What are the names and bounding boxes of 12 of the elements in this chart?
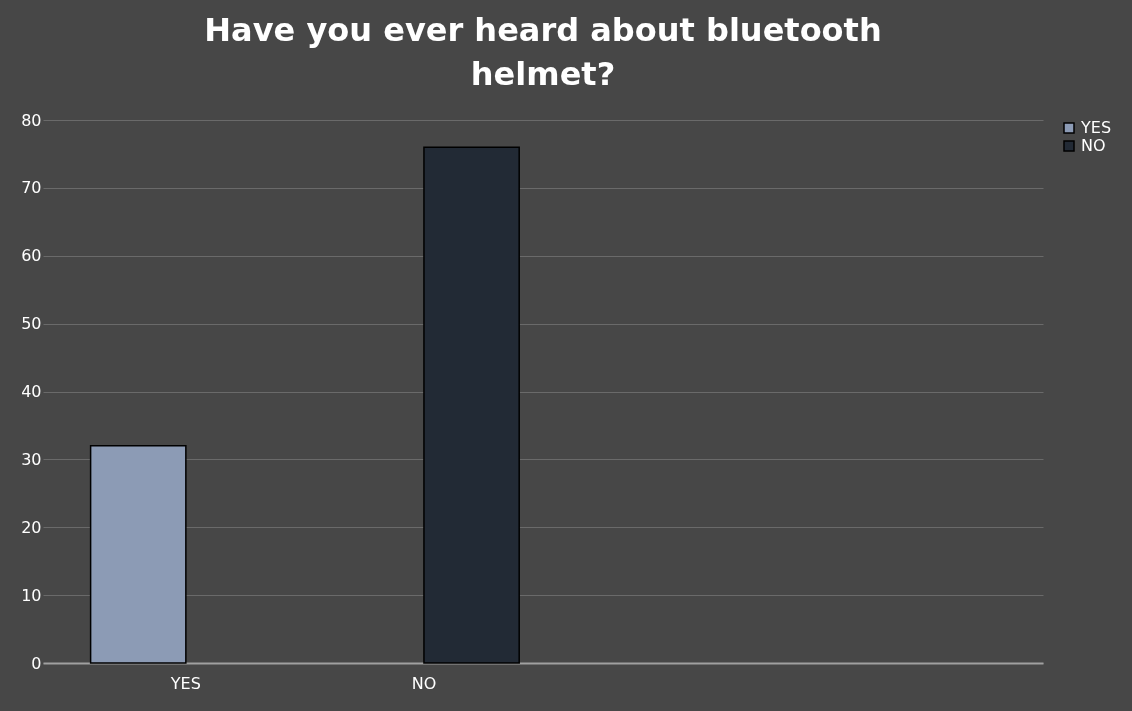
y-tick-label: 10 [21,585,42,605]
y-tick-label: 80 [21,110,42,130]
y-tick-label: 0 [31,653,42,673]
y-tick-label: 60 [21,246,42,266]
y-tick-label: 20 [21,517,42,537]
legend-label: YES [1080,118,1112,137]
chart-title: Have you ever heard about bluetooth helmet? [204,11,882,93]
y-tick-label: 40 [21,382,42,401]
legend-label: NO [1081,136,1106,155]
y-tick-label: 50 [21,314,42,334]
y-tick-label: 30 [21,449,42,469]
y-tick-label: 70 [21,178,42,198]
